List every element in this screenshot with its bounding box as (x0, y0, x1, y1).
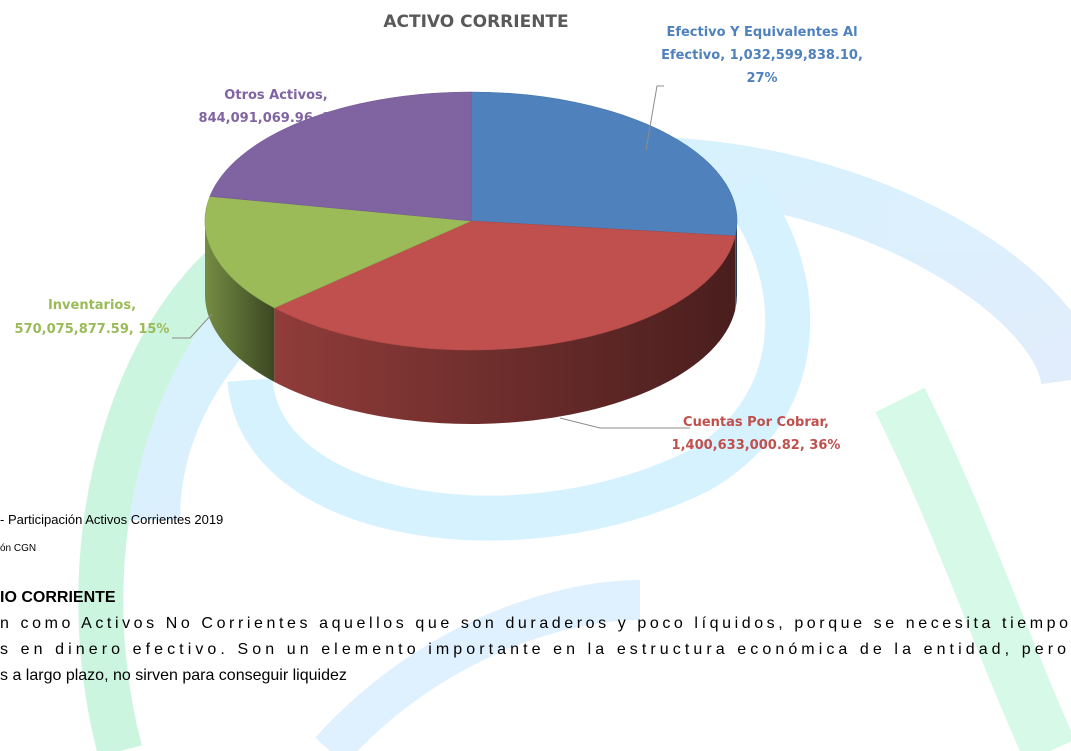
data-label: Otros Activos, (224, 88, 327, 103)
pie-slice (204, 196, 473, 309)
data-label: Efectivo Y Equivalentes Al (666, 25, 857, 40)
slice-side (735, 221, 737, 310)
data-label: Inventarios, (48, 298, 136, 313)
slice-side (205, 221, 275, 382)
pie-slice (273, 220, 736, 351)
data-label: Efectivo, 1,032,599,838.10, (661, 48, 863, 63)
data-label: 1,400,633,000.82, 36% (672, 438, 841, 453)
data-labels: Efectivo Y Equivalentes Al Efectivo, 1,0… (15, 25, 863, 453)
pie-chart (204, 91, 738, 425)
paragraph-line: n como Activos No Corrientes aquellos qu… (0, 615, 1068, 632)
chart-title: ACTIVO CORRIENTE (383, 12, 568, 32)
data-label: 844,091,069.96, 22% (199, 111, 354, 126)
leader-line (559, 417, 690, 429)
leader-lines (172, 85, 690, 429)
slice-side (274, 235, 736, 425)
pie-slice (470, 91, 738, 237)
data-label: Cuentas Por Cobrar, (683, 415, 829, 430)
paragraph-line: s en dinero efectivo. Son un elemento im… (0, 641, 1066, 658)
pie-slice (209, 91, 472, 222)
figure-caption: - Participación Activos Corrientes 2019 (0, 512, 223, 527)
data-label: 27% (746, 71, 777, 86)
section-heading: IO CORRIENTE (0, 589, 116, 606)
leader-line (645, 85, 664, 151)
figure-source: ón CGN (0, 543, 36, 554)
paragraph-line: s a largo plazo, no sirven para consegui… (0, 667, 347, 684)
data-label: 570,075,877.59, 15% (15, 322, 170, 337)
watermark-arc (875, 387, 1071, 751)
watermark-arc (315, 580, 641, 751)
watermark-arc (227, 175, 811, 541)
leader-line (172, 313, 213, 339)
